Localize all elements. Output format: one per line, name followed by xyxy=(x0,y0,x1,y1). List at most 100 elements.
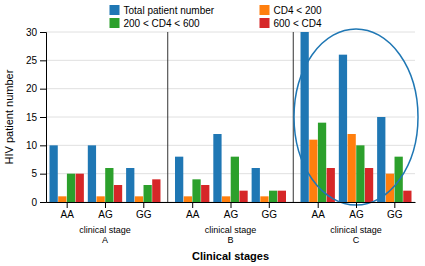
x-tick-mark xyxy=(394,202,395,208)
bar xyxy=(105,168,113,202)
x-tick: GG xyxy=(136,202,152,220)
bar xyxy=(135,196,143,202)
bar xyxy=(144,185,152,202)
bar xyxy=(152,179,160,202)
bar xyxy=(252,168,260,202)
legend-item: Total patient number xyxy=(110,5,215,16)
grid xyxy=(46,32,415,202)
y-tick-label: 25 xyxy=(26,55,38,66)
legend-item: CD4 < 200 xyxy=(260,5,323,16)
y-tick-mark xyxy=(40,60,46,61)
y-tick-label: 15 xyxy=(26,112,38,123)
y-tick-mark xyxy=(40,32,46,33)
stage-labels: clinical stageAclinical stageBclinical s… xyxy=(79,225,382,245)
stage-label-line: clinical stage xyxy=(79,225,131,235)
bar xyxy=(348,134,356,202)
y-tick-label: 0 xyxy=(31,197,37,208)
bar xyxy=(175,157,183,202)
bar xyxy=(114,185,122,202)
bar xyxy=(239,191,247,202)
x-tick: AA xyxy=(61,202,75,220)
bar xyxy=(260,196,268,202)
legend-item: 200 < CD4 < 600 xyxy=(110,18,201,29)
y-tick-mark xyxy=(40,202,46,203)
stage-label: clinical stageB xyxy=(205,225,257,245)
x-tick-mark xyxy=(318,202,319,208)
x-tick-label: AA xyxy=(312,209,326,220)
bar-series xyxy=(49,32,385,202)
x-tick-mark xyxy=(231,202,232,208)
y-tick-label: 20 xyxy=(26,83,38,94)
y-axis: 0 5 10 15 20 25 30 xyxy=(26,27,47,208)
y-tick: 5 xyxy=(31,168,46,179)
bar xyxy=(97,196,105,202)
bar xyxy=(403,191,411,202)
y-tick-mark xyxy=(40,174,46,175)
x-tick: AG xyxy=(98,202,113,220)
x-tick-mark xyxy=(143,202,144,208)
bar xyxy=(184,196,192,202)
x-tick-mark xyxy=(356,202,357,208)
legend-swatch xyxy=(110,18,120,28)
x-tick-mark xyxy=(105,202,106,208)
bar xyxy=(356,145,364,202)
bar xyxy=(88,145,96,202)
stage-label-line: clinical stage xyxy=(205,225,257,235)
x-tick-mark xyxy=(269,202,270,208)
stage-label-line: A xyxy=(102,235,108,245)
y-tick: 0 xyxy=(31,197,46,208)
y-tick-label: 30 xyxy=(26,27,38,38)
stage-label: clinical stageA xyxy=(79,225,131,245)
y-tick-mark xyxy=(40,145,46,146)
x-tick: AG xyxy=(224,202,239,220)
bar xyxy=(49,145,57,202)
x-tick-label: AG xyxy=(224,209,239,220)
stage-label-line: clinical stage xyxy=(330,225,382,235)
highlight-ellipse xyxy=(294,29,418,205)
plot: AA AG GG AA AG GG AA AG GG 0 5 10 15 20 25 30 clinical s… xyxy=(3,27,418,262)
bar xyxy=(213,134,221,202)
y-tick-label: 5 xyxy=(31,168,37,179)
legend-label: CD4 < 200 xyxy=(274,5,323,16)
bar xyxy=(365,168,373,202)
stage-label-line: C xyxy=(353,235,360,245)
legend-label: Total patient number xyxy=(124,5,215,16)
x-tick: AA xyxy=(312,202,326,220)
x-tick-label: AG xyxy=(98,209,113,220)
x-tick-mark xyxy=(192,202,193,208)
y-tick: 15 xyxy=(26,112,46,123)
legend-swatch xyxy=(260,18,270,28)
bar xyxy=(126,168,134,202)
grid-line xyxy=(46,88,415,89)
bar xyxy=(222,196,230,202)
stage-dividers xyxy=(168,32,294,202)
x-tick: AA xyxy=(186,202,200,220)
x-tick: AG xyxy=(349,202,364,220)
x-tick-label: GG xyxy=(262,209,278,220)
y-tick: 25 xyxy=(26,55,46,66)
y-axis-line xyxy=(40,33,47,203)
x-tick-label: AA xyxy=(61,209,75,220)
bar xyxy=(309,140,317,202)
bar xyxy=(278,191,286,202)
y-axis-title: HIV patient number xyxy=(3,69,15,164)
y-tick: 30 xyxy=(26,27,46,38)
bar xyxy=(377,117,385,202)
bar xyxy=(76,174,84,202)
bar xyxy=(192,179,200,202)
x-tick-label: GG xyxy=(387,209,403,220)
legend-label: 200 < CD4 < 600 xyxy=(124,18,201,29)
y-tick: 20 xyxy=(26,83,46,94)
y-tick-label: 10 xyxy=(26,140,38,151)
bar xyxy=(301,32,309,202)
bars xyxy=(49,32,411,202)
grid-line xyxy=(46,117,415,118)
chart: AA AG GG AA AG GG AA AG GG 0 5 10 15 20 25 30 clinical s… xyxy=(0,0,425,266)
y-tick-mark xyxy=(40,117,46,118)
bar-series xyxy=(76,168,412,202)
legend-item: 600 < CD4 xyxy=(260,18,323,29)
bar xyxy=(395,157,403,202)
x-tick: GG xyxy=(387,202,403,220)
stage-divider xyxy=(167,32,168,202)
bar xyxy=(231,157,239,202)
